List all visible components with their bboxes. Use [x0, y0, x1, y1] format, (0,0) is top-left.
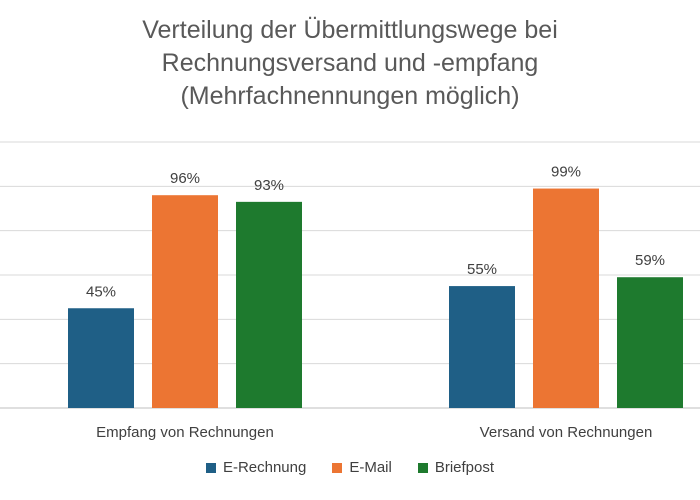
legend-label: E-Rechnung: [222, 459, 307, 476]
legend-item: E-Mail: [332, 459, 392, 476]
data-labels: 45% 96% 93% 55% 99% 59%: [86, 164, 665, 301]
bar-e-rechnung-2: [449, 286, 515, 408]
category-label: Empfang von Rechnungen: [96, 424, 274, 441]
chart-title-line-2: Rechnungsversand und -empfang: [161, 49, 539, 77]
chart-title-line-1: Verteilung der Übermittlungswege bei: [142, 16, 558, 44]
legend-item: Briefpost: [417, 459, 495, 476]
chart-title: Verteilung der Übermittlungswege bei Rec…: [0, 14, 700, 113]
data-label: 59%: [635, 252, 665, 269]
data-label: 99%: [551, 164, 581, 181]
bar-e-rechnung-1: [68, 308, 134, 408]
bar-briefpost-2: [617, 277, 683, 408]
bar-e-mail-1: [152, 195, 218, 408]
data-label: 45%: [86, 283, 116, 300]
bar-e-mail-2: [533, 188, 599, 408]
chart-title-line-3: (Mehrfachnennungen möglich): [180, 82, 520, 110]
data-label: 93%: [254, 177, 284, 194]
category-labels: Empfang von Rechnungen Versand von Rechnu…: [96, 424, 652, 441]
legend-swatch: [332, 462, 343, 473]
bar-briefpost-1: [236, 201, 302, 408]
legend-label: E-Mail: [349, 459, 392, 476]
legend: E-Rechnung E-Mail Briefpost: [0, 459, 700, 476]
data-label: 55%: [467, 261, 497, 278]
legend-label: Briefpost: [434, 459, 495, 476]
legend-item: E-Rechnung: [205, 459, 307, 476]
category-label: Versand von Rechnungen: [480, 424, 653, 441]
data-label: 96%: [170, 170, 200, 187]
legend-swatch: [417, 462, 428, 473]
bars: [68, 188, 683, 408]
legend-swatch: [205, 462, 216, 473]
